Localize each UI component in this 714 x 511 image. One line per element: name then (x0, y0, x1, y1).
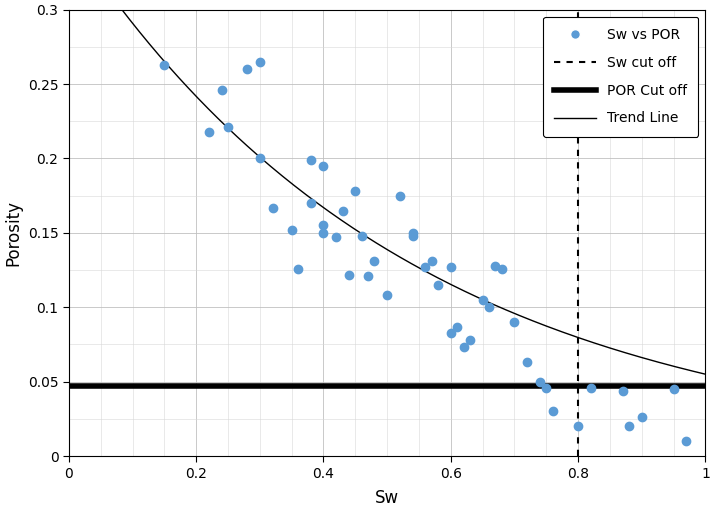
Y-axis label: Porosity: Porosity (4, 200, 22, 266)
Point (159, 61, 170, 69)
Point (305, 199, 316, 207)
Point (381, 291, 393, 299)
Point (286, 226, 297, 234)
Point (241, 65, 253, 73)
Point (318, 229, 329, 237)
Point (483, 303, 495, 311)
Point (254, 154, 266, 162)
Point (540, 384, 552, 392)
Point (534, 378, 545, 386)
Point (356, 232, 368, 240)
Point (426, 257, 438, 265)
Point (496, 265, 508, 273)
X-axis label: Sw: Sw (375, 489, 399, 507)
Point (305, 156, 316, 164)
Point (203, 128, 215, 136)
Point (617, 386, 628, 394)
Point (420, 263, 431, 271)
Point (292, 265, 303, 273)
Point (445, 329, 456, 337)
Point (318, 221, 329, 229)
Point (547, 407, 558, 415)
Point (337, 206, 348, 215)
Point (668, 385, 679, 393)
Point (445, 263, 456, 271)
Point (680, 437, 692, 445)
Point (636, 413, 648, 422)
Legend: Sw vs POR, Sw cut off, POR Cut off, Trend Line: Sw vs POR, Sw cut off, POR Cut off, Tren… (543, 17, 698, 136)
Point (458, 343, 469, 352)
Point (216, 86, 227, 94)
Point (464, 336, 476, 344)
Point (368, 257, 380, 265)
Point (407, 229, 418, 237)
Point (623, 422, 635, 430)
Point (394, 192, 406, 200)
Point (407, 232, 418, 240)
Point (477, 296, 488, 304)
Point (318, 162, 329, 170)
Point (362, 272, 373, 280)
Point (490, 262, 501, 270)
Point (451, 322, 463, 331)
Point (350, 187, 361, 195)
Point (343, 270, 355, 278)
Point (573, 422, 584, 430)
Point (331, 233, 342, 241)
Point (222, 123, 233, 131)
Point (433, 281, 444, 289)
Point (509, 318, 521, 326)
Point (254, 58, 266, 66)
Point (521, 358, 533, 366)
Point (267, 203, 278, 212)
Point (585, 384, 596, 392)
